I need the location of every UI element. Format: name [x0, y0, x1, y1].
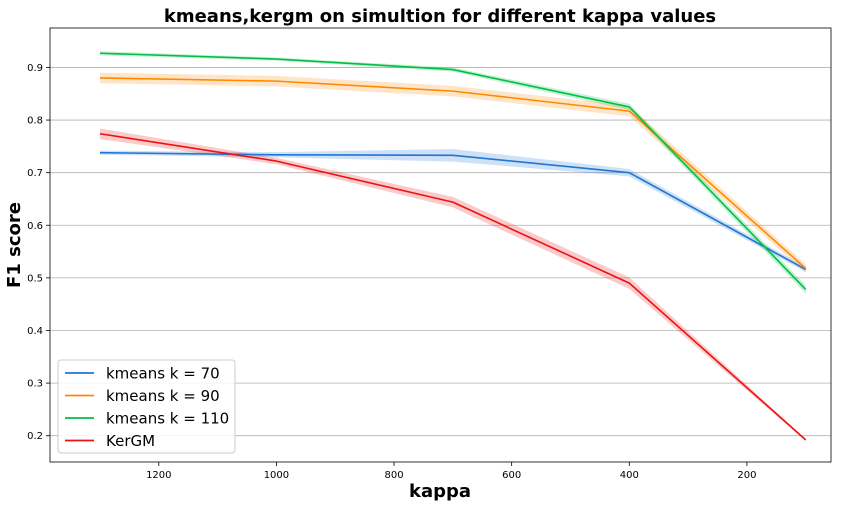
- legend: kmeans k = 70 kmeans k = 90 kmeans k = 110…: [57, 359, 236, 454]
- x-tick-label: 200: [737, 470, 756, 481]
- y-tick-label: 0.9: [27, 63, 43, 74]
- y-tick-label: 0.2: [27, 431, 43, 442]
- y-tick-label: 0.8: [27, 116, 43, 127]
- x-axis-ticks: 1200 1000 800 600 400 200: [146, 462, 756, 481]
- x-tick-label: 600: [502, 470, 521, 481]
- legend-label: kmeans k = 70: [106, 365, 220, 383]
- y-tick-label: 0.5: [27, 273, 43, 284]
- plot-frame: [49, 27, 832, 463]
- legend-label: kmeans k = 110: [106, 410, 229, 428]
- legend-label: kmeans k = 90: [106, 387, 220, 405]
- y-axis-label: F1 score: [4, 202, 25, 288]
- y-tick-label: 0.7: [27, 168, 43, 179]
- series-line-0: [99, 151, 807, 271]
- series-lines: [99, 52, 807, 441]
- x-tick-label: 1200: [146, 470, 171, 481]
- chart-title: kmeans,kergm on simultion for different …: [164, 6, 716, 27]
- y-tick-label: 0.6: [27, 221, 43, 232]
- x-tick-label: 800: [384, 470, 403, 481]
- x-tick-label: 400: [620, 470, 639, 481]
- y-axis-ticks: 0.2 0.3 0.4 0.5 0.6 0.7 0.8 0.9: [27, 63, 50, 442]
- series-line-2: [99, 52, 807, 291]
- series-line-3: [99, 132, 807, 441]
- y-tick-label: 0.4: [27, 326, 43, 337]
- legend-label: KerGM: [106, 432, 155, 450]
- x-tick-label: 1000: [264, 470, 289, 481]
- x-axis-label: kappa: [409, 481, 471, 502]
- y-tick-label: 0.3: [27, 379, 43, 390]
- legend-box: [57, 359, 236, 454]
- series-line-1: [99, 77, 807, 270]
